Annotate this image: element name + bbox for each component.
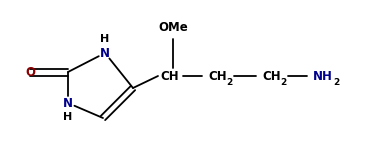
Text: N: N bbox=[100, 47, 110, 60]
Text: CH: CH bbox=[209, 69, 227, 82]
Text: 2: 2 bbox=[333, 78, 339, 86]
Text: N: N bbox=[63, 97, 73, 110]
Text: OMe: OMe bbox=[158, 21, 188, 34]
Text: H: H bbox=[63, 112, 73, 122]
Text: 2: 2 bbox=[280, 78, 286, 86]
Text: CH: CH bbox=[161, 69, 179, 82]
Text: H: H bbox=[101, 34, 110, 44]
Text: NH: NH bbox=[313, 69, 333, 82]
Text: 2: 2 bbox=[226, 78, 232, 86]
Text: CH: CH bbox=[263, 69, 281, 82]
Text: O: O bbox=[25, 65, 35, 78]
